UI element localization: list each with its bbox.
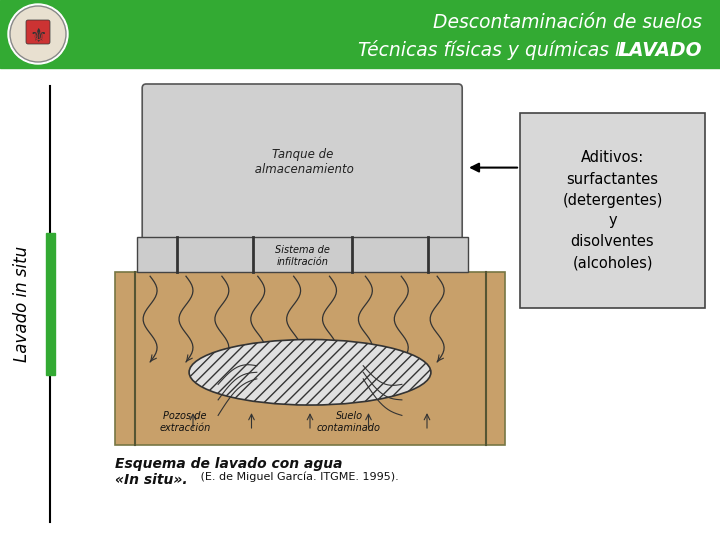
Circle shape bbox=[10, 6, 66, 62]
Text: Suelo
contaminado: Suelo contaminado bbox=[317, 411, 381, 433]
Text: infiltración: infiltración bbox=[276, 258, 328, 267]
Text: LAVADO: LAVADO bbox=[617, 40, 702, 59]
Text: Pozos de
extracción: Pozos de extracción bbox=[160, 411, 211, 433]
FancyBboxPatch shape bbox=[26, 20, 50, 44]
Text: Descontaminación de suelos: Descontaminación de suelos bbox=[433, 12, 702, 31]
FancyBboxPatch shape bbox=[142, 84, 462, 241]
Text: Esquema de lavado con agua
«In situ».: Esquema de lavado con agua «In situ». bbox=[115, 457, 343, 487]
Ellipse shape bbox=[189, 340, 431, 405]
Bar bbox=[115, 272, 505, 445]
Text: Aditivos:
surfactantes
(detergentes)
y
disolventes
(alcoholes): Aditivos: surfactantes (detergentes) y d… bbox=[562, 151, 662, 271]
Text: Técnicas físicas y químicas II.: Técnicas físicas y químicas II. bbox=[358, 40, 638, 60]
Text: Sistema de: Sistema de bbox=[275, 245, 330, 255]
Text: ⚜: ⚜ bbox=[30, 26, 47, 45]
Text: (E. de Miguel García. ITGME. 1995).: (E. de Miguel García. ITGME. 1995). bbox=[197, 472, 399, 482]
FancyBboxPatch shape bbox=[520, 113, 705, 308]
Bar bbox=[137, 237, 467, 272]
Bar bbox=[45, 233, 55, 375]
Bar bbox=[0, 0, 720, 68]
Circle shape bbox=[8, 4, 68, 64]
FancyArrowPatch shape bbox=[472, 164, 517, 172]
Text: Tanque de
 almacenamiento: Tanque de almacenamiento bbox=[251, 148, 354, 177]
Text: Lavado in situ: Lavado in situ bbox=[13, 246, 31, 362]
